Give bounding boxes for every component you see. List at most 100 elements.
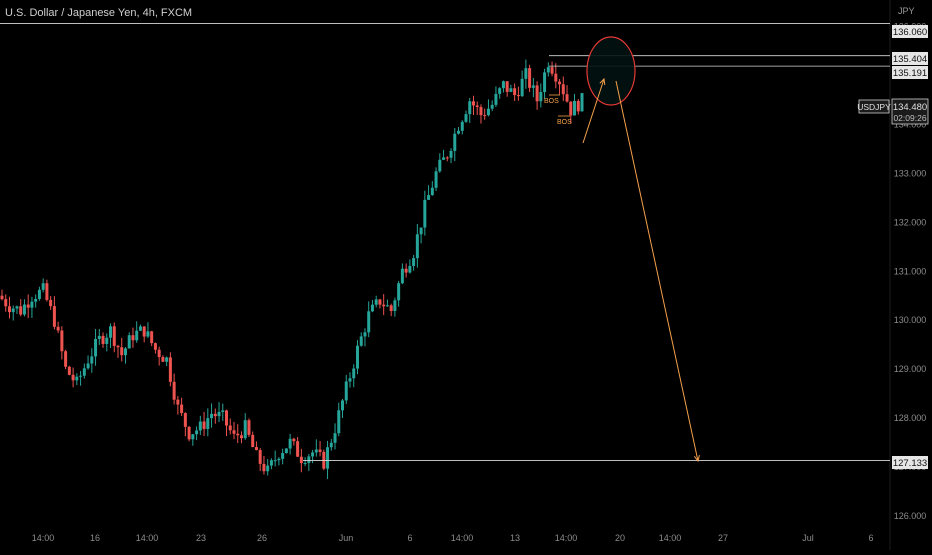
currency-label: JPY [898, 6, 915, 16]
x-tick-label: 6 [868, 533, 873, 543]
candle-body [393, 300, 397, 311]
candle-body [490, 104, 494, 109]
candle-body [41, 283, 45, 290]
x-tick-label: 14:00 [659, 533, 682, 543]
svg-text:135.191: 135.191 [893, 68, 927, 79]
candle-body [363, 332, 367, 337]
x-tick-label: Jun [339, 533, 354, 543]
candle-body [565, 94, 569, 102]
candle-body [202, 421, 206, 429]
candle-body [262, 463, 266, 472]
candle-body [183, 413, 187, 427]
candle-body [97, 335, 101, 339]
candle-body [505, 81, 509, 92]
last-price-badge: USDJPY 134.480 02:09:26 [857, 98, 929, 125]
candle-body [576, 101, 580, 112]
candle-body [554, 73, 558, 82]
candle-body [225, 410, 229, 426]
candle-body [292, 438, 296, 442]
candle-body [79, 375, 83, 377]
candle-body [370, 304, 374, 312]
candle-body [172, 381, 176, 400]
candle-body [26, 304, 30, 308]
candle-body [127, 335, 131, 349]
candle-body [56, 326, 60, 331]
candle-body [311, 452, 315, 457]
candle-body [11, 308, 15, 313]
x-tick-label: 23 [196, 533, 206, 543]
candle-body [520, 78, 524, 97]
candle-body [299, 456, 303, 464]
candle-body [217, 411, 221, 417]
candle-body [251, 434, 255, 448]
y-tick-label: 130.000 [894, 315, 927, 325]
candle-body [535, 85, 539, 102]
candle-body [243, 420, 247, 439]
candle-body [464, 114, 468, 122]
candle-body [561, 84, 565, 95]
candle-body [348, 378, 352, 382]
candle-body [258, 450, 262, 464]
candle-body [423, 199, 427, 228]
arrow-head [693, 455, 700, 463]
candle-body [94, 338, 98, 357]
x-axis-ticks: 14:00 16 14:00 23 26 Jun 6 14:00 13 14:00 20 14:00 2… [32, 533, 874, 543]
x-tick-label: 20 [615, 533, 625, 543]
svg-text:127.133: 127.133 [893, 458, 927, 469]
candle-body [486, 108, 490, 116]
candle-body [326, 447, 330, 469]
y-tick-label: 129.000 [894, 364, 927, 374]
candle-body [314, 449, 318, 453]
candle-body [367, 311, 371, 333]
svg-text:135.404: 135.404 [893, 54, 927, 65]
candle-body [15, 306, 19, 309]
candle-body [389, 305, 393, 311]
candle-body [266, 465, 270, 472]
candle-body [288, 438, 292, 449]
x-tick-label: 26 [257, 533, 267, 543]
candle-body [457, 130, 461, 134]
candle-body [341, 400, 345, 411]
candle-body [382, 304, 386, 307]
candle-body [344, 381, 348, 401]
candle-body [195, 430, 199, 435]
candle-body [165, 357, 169, 362]
candle-body [191, 434, 195, 440]
annotations [582, 36, 700, 463]
candle-body [180, 404, 184, 414]
candle-body [131, 335, 135, 341]
bos-label: BOS [557, 119, 572, 126]
candle-body [109, 326, 113, 338]
arrow-shaft [582, 78, 605, 144]
candle-body [513, 88, 517, 96]
candle-body [352, 368, 356, 379]
candle-body [528, 68, 532, 88]
symbol-label: USDJPY [857, 102, 891, 112]
candle-body [116, 345, 120, 348]
candle-body [67, 366, 71, 375]
candle-body [157, 349, 161, 358]
candle-body [232, 430, 236, 434]
arrow-head [599, 77, 606, 86]
level-badge-135404: 135.404 [892, 52, 928, 65]
candle-body [284, 448, 288, 454]
candle-body [445, 157, 449, 159]
last-price: 134.480 [893, 102, 927, 113]
candle-body [86, 363, 90, 369]
candle-body [146, 331, 150, 337]
candle-body [408, 265, 412, 273]
candle-body [176, 399, 180, 405]
candle-body [531, 85, 535, 88]
candle-body [501, 81, 505, 89]
arrow-up-to-zone [582, 77, 606, 144]
candle-body [434, 171, 438, 188]
candle-body [213, 413, 217, 417]
x-tick-label: 14:00 [555, 533, 578, 543]
bos-label: BOS [544, 98, 559, 105]
x-tick-label: 14:00 [136, 533, 159, 543]
candle-body [198, 421, 202, 431]
candle-body [412, 258, 416, 266]
x-tick-label: 27 [718, 533, 728, 543]
